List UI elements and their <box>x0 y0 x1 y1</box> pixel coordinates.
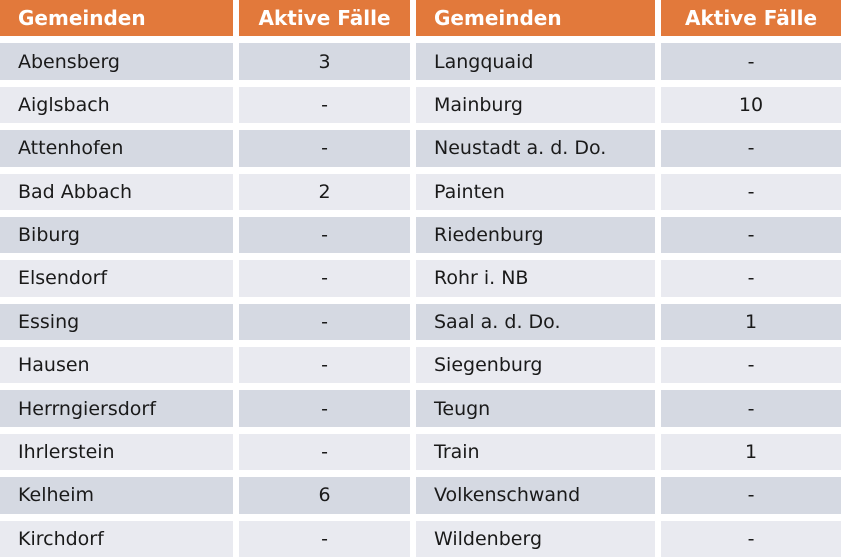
faelle-cell: - <box>661 477 841 514</box>
faelle-cell: - <box>661 173 841 210</box>
gemeinde-cell: Teugn <box>416 390 655 427</box>
gemeinde-cell: Volkenschwand <box>416 477 655 514</box>
gemeinde-cell: Ihrlerstein <box>0 433 233 471</box>
faelle-cell: - <box>661 260 841 297</box>
gemeinde-cell: Bad Abbach <box>0 173 233 210</box>
header-gemeinden-right: Gemeinden <box>416 0 655 37</box>
gemeinde-cell: Siegenburg <box>416 347 655 384</box>
gemeinde-cell: Attenhofen <box>0 130 233 167</box>
faelle-cell: - <box>239 390 410 427</box>
faelle-cell: 2 <box>239 173 410 210</box>
faelle-cell: - <box>661 347 841 384</box>
faelle-cell: - <box>239 433 410 471</box>
faelle-cell: - <box>239 303 410 341</box>
header-gemeinden-left: Gemeinden <box>0 0 233 37</box>
gemeinde-cell: Saal a. d. Do. <box>416 303 655 341</box>
gemeinde-cell: Rohr i. NB <box>416 260 655 297</box>
gemeinde-cell: Abensberg <box>0 43 233 80</box>
faelle-cell: - <box>661 216 841 254</box>
faelle-cell: - <box>661 43 841 80</box>
faelle-cell: 1 <box>661 433 841 471</box>
faelle-cell: 6 <box>239 477 410 514</box>
gemeinde-cell: Elsendorf <box>0 260 233 297</box>
gemeinde-cell: Wildenberg <box>416 520 655 557</box>
faelle-cell: 10 <box>661 86 841 124</box>
gemeinde-cell: Herrngiersdorf <box>0 390 233 427</box>
gemeinde-cell: Train <box>416 433 655 471</box>
gemeinde-cell: Biburg <box>0 216 233 254</box>
gemeinde-cell: Aiglsbach <box>0 86 233 124</box>
faelle-cell: - <box>239 520 410 557</box>
faelle-cell: - <box>239 86 410 124</box>
gemeinde-cell: Kelheim <box>0 477 233 514</box>
faelle-cell: - <box>661 520 841 557</box>
faelle-cell: 3 <box>239 43 410 80</box>
faelle-cell: 1 <box>661 303 841 341</box>
gemeinde-cell: Painten <box>416 173 655 210</box>
faelle-cell: - <box>239 347 410 384</box>
gemeinde-cell: Essing <box>0 303 233 341</box>
header-aktive-faelle-right: Aktive Fälle <box>661 0 841 37</box>
faelle-cell: - <box>239 130 410 167</box>
gemeinde-cell: Mainburg <box>416 86 655 124</box>
faelle-cell: - <box>239 216 410 254</box>
gemeinde-cell: Kirchdorf <box>0 520 233 557</box>
gemeinde-cell: Riedenburg <box>416 216 655 254</box>
gemeinde-cell: Langquaid <box>416 43 655 80</box>
header-aktive-faelle-left: Aktive Fälle <box>239 0 410 37</box>
gemeinde-cell: Neustadt a. d. Do. <box>416 130 655 167</box>
faelle-cell: - <box>239 260 410 297</box>
faelle-cell: - <box>661 130 841 167</box>
faelle-cell: - <box>661 390 841 427</box>
gemeinde-cell: Hausen <box>0 347 233 384</box>
